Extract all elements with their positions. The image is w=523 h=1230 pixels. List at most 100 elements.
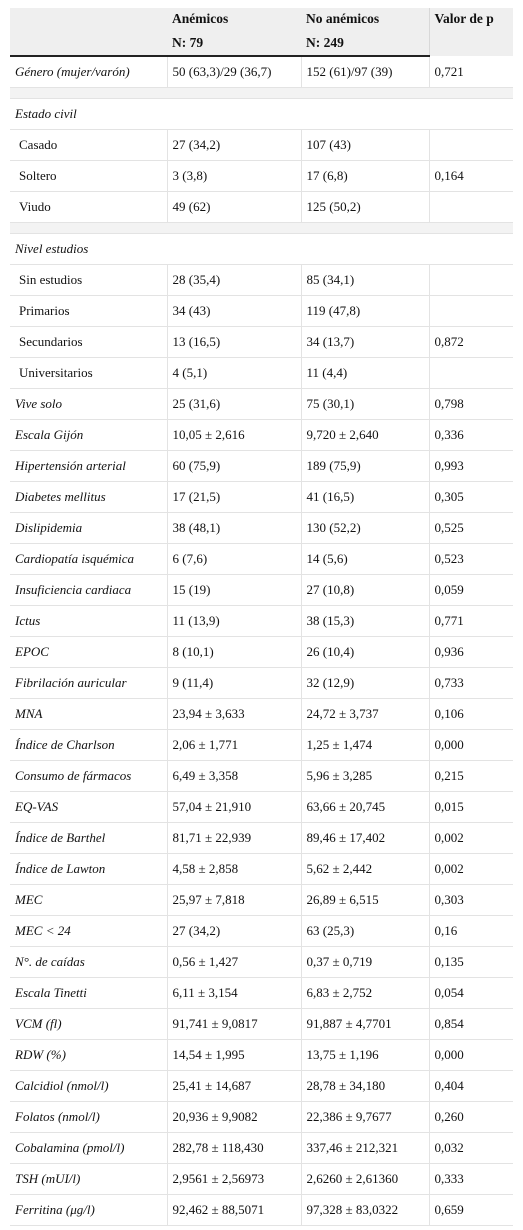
row-label: Cardiopatía isquémica	[10, 543, 168, 575]
table-row: Género (mujer/varón) 50 (63,3)/29 (36,7) 1…	[10, 56, 513, 88]
row-label: Ferritina (μg/l)	[10, 1194, 168, 1226]
row-label: Viudo	[10, 191, 168, 223]
spacer-cell	[10, 87, 513, 99]
table-row: Primarios 34 (43) 119 (47,8)	[10, 295, 513, 327]
cell-p-value: 0,032	[429, 1132, 513, 1164]
cell-no-anemicos: 63,66 ± 20,745	[301, 791, 430, 823]
table-row: Ictus 11 (13,9) 38 (15,3) 0,771	[10, 605, 513, 637]
section-row: Estado civil	[10, 98, 513, 130]
cell-anemicos: 13 (16,5)	[167, 326, 302, 358]
cell-no-anemicos: 2,6260 ± 2,61360	[301, 1163, 430, 1195]
cell-p-value: 0,333	[429, 1163, 513, 1195]
section-label: Estado civil	[10, 98, 513, 130]
cell-no-anemicos: 26,89 ± 6,515	[301, 884, 430, 916]
table-row: Cobalamina (pmol/l) 282,78 ± 118,430 337,4…	[10, 1132, 513, 1164]
row-label: Folatos (nmol/l)	[10, 1101, 168, 1133]
cell-no-anemicos: 130 (52,2)	[301, 512, 430, 544]
table-row: Índice de Charlson 2,06 ± 1,771 1,25 ± 1,4…	[10, 729, 513, 761]
section-row: Nivel estudios	[10, 233, 513, 265]
cell-p-value: 0,721	[429, 56, 513, 88]
row-label: Índice de Charlson	[10, 729, 168, 761]
table-row: MNA 23,94 ± 3,633 24,72 ± 3,737 0,106	[10, 698, 513, 730]
row-label: EPOC	[10, 636, 168, 668]
row-label: Género (mujer/varón)	[10, 56, 168, 88]
cell-p-value: 0,000	[429, 729, 513, 761]
cell-p-value	[429, 357, 513, 389]
row-label: Sin estudios	[10, 264, 168, 296]
cell-no-anemicos: 14 (5,6)	[301, 543, 430, 575]
cell-p-value: 0,872	[429, 326, 513, 358]
cell-anemicos: 2,9561 ± 2,56973	[167, 1163, 302, 1195]
cell-p-value: 0,993	[429, 450, 513, 482]
cell-anemicos: 11 (13,9)	[167, 605, 302, 637]
cell-anemicos: 282,78 ± 118,430	[167, 1132, 302, 1164]
cell-no-anemicos: 152 (61)/97 (39)	[301, 56, 430, 88]
row-label: TSH (mUI/l)	[10, 1163, 168, 1195]
cell-anemicos: 57,04 ± 21,910	[167, 791, 302, 823]
table-row: Casado 27 (34,2) 107 (43)	[10, 129, 513, 161]
table-row: Cardiopatía isquémica 6 (7,6) 14 (5,6) 0,52…	[10, 543, 513, 575]
row-label: EQ-VAS	[10, 791, 168, 823]
spacer-row	[10, 87, 513, 99]
cell-anemicos: 15 (19)	[167, 574, 302, 606]
cell-p-value	[429, 129, 513, 161]
cell-anemicos: 9 (11,4)	[167, 667, 302, 699]
cell-no-anemicos: 75 (30,1)	[301, 388, 430, 420]
cell-anemicos: 0,56 ± 1,427	[167, 946, 302, 978]
cell-anemicos: 3 (3,8)	[167, 160, 302, 192]
cell-p-value	[429, 295, 513, 327]
table-row: Vive solo 25 (31,6) 75 (30,1) 0,798	[10, 388, 513, 420]
row-label: Cobalamina (pmol/l)	[10, 1132, 168, 1164]
cell-anemicos: 8 (10,1)	[167, 636, 302, 668]
cell-anemicos: 38 (48,1)	[167, 512, 302, 544]
cell-anemicos: 81,71 ± 22,939	[167, 822, 302, 854]
table-row: Ferritina (μg/l) 92,462 ± 88,5071 97,328 ±…	[10, 1194, 513, 1226]
table-row: Viudo 49 (62) 125 (50,2)	[10, 191, 513, 223]
cell-anemicos: 2,06 ± 1,771	[167, 729, 302, 761]
cell-no-anemicos: 24,72 ± 3,737	[301, 698, 430, 730]
table-row: N°. de caídas 0,56 ± 1,427 0,37 ± 0,719 0,1…	[10, 946, 513, 978]
cell-anemicos: 27 (34,2)	[167, 915, 302, 947]
cell-anemicos: 25,41 ± 14,687	[167, 1070, 302, 1102]
row-label: Diabetes mellitus	[10, 481, 168, 513]
cell-no-anemicos: 11 (4,4)	[301, 357, 430, 389]
cell-p-value: 0,798	[429, 388, 513, 420]
table-row: Índice de Lawton 4,58 ± 2,858 5,62 ± 2,442…	[10, 853, 513, 885]
table-row: Soltero 3 (3,8) 17 (6,8) 0,164	[10, 160, 513, 192]
cell-anemicos: 6 (7,6)	[167, 543, 302, 575]
header-no-anemicos-n: N: 249	[301, 33, 429, 57]
cell-no-anemicos: 32 (12,9)	[301, 667, 430, 699]
cell-p-value: 0,336	[429, 419, 513, 451]
row-label: VCM (fl)	[10, 1008, 168, 1040]
cell-no-anemicos: 41 (16,5)	[301, 481, 430, 513]
cell-p-value: 0,16	[429, 915, 513, 947]
cell-p-value: 0,135	[429, 946, 513, 978]
table-row: VCM (fl) 91,741 ± 9,0817 91,887 ± 4,7701 0,…	[10, 1008, 513, 1040]
table-row: Universitarios 4 (5,1) 11 (4,4)	[10, 357, 513, 389]
cell-anemicos: 20,936 ± 9,9082	[167, 1101, 302, 1133]
table-row: MEC < 24 27 (34,2) 63 (25,3) 0,16	[10, 915, 513, 947]
row-label: Dislipidemia	[10, 512, 168, 544]
cell-anemicos: 25,97 ± 7,818	[167, 884, 302, 916]
section-label: Nivel estudios	[10, 233, 513, 265]
table-row: MEC 25,97 ± 7,818 26,89 ± 6,515 0,303	[10, 884, 513, 916]
cell-no-anemicos: 119 (47,8)	[301, 295, 430, 327]
row-label: MEC < 24	[10, 915, 168, 947]
table-row: Fibrilación auricular 9 (11,4) 32 (12,9) 0,…	[10, 667, 513, 699]
cell-p-value: 0,404	[429, 1070, 513, 1102]
cell-no-anemicos: 125 (50,2)	[301, 191, 430, 223]
cell-p-value: 0,523	[429, 543, 513, 575]
cell-p-value: 0,106	[429, 698, 513, 730]
cell-no-anemicos: 89,46 ± 17,402	[301, 822, 430, 854]
cell-p-value: 0,733	[429, 667, 513, 699]
data-table: Anémicos No anémicos Valor de p N: 79 N:…	[10, 8, 513, 1226]
row-label: Ictus	[10, 605, 168, 637]
cell-anemicos: 34 (43)	[167, 295, 302, 327]
table-row: Diabetes mellitus 17 (21,5) 41 (16,5) 0,305	[10, 481, 513, 513]
cell-p-value: 0,936	[429, 636, 513, 668]
cell-anemicos: 10,05 ± 2,616	[167, 419, 302, 451]
cell-no-anemicos: 34 (13,7)	[301, 326, 430, 358]
cell-anemicos: 4 (5,1)	[167, 357, 302, 389]
cell-p-value: 0,854	[429, 1008, 513, 1040]
row-label: Primarios	[10, 295, 168, 327]
